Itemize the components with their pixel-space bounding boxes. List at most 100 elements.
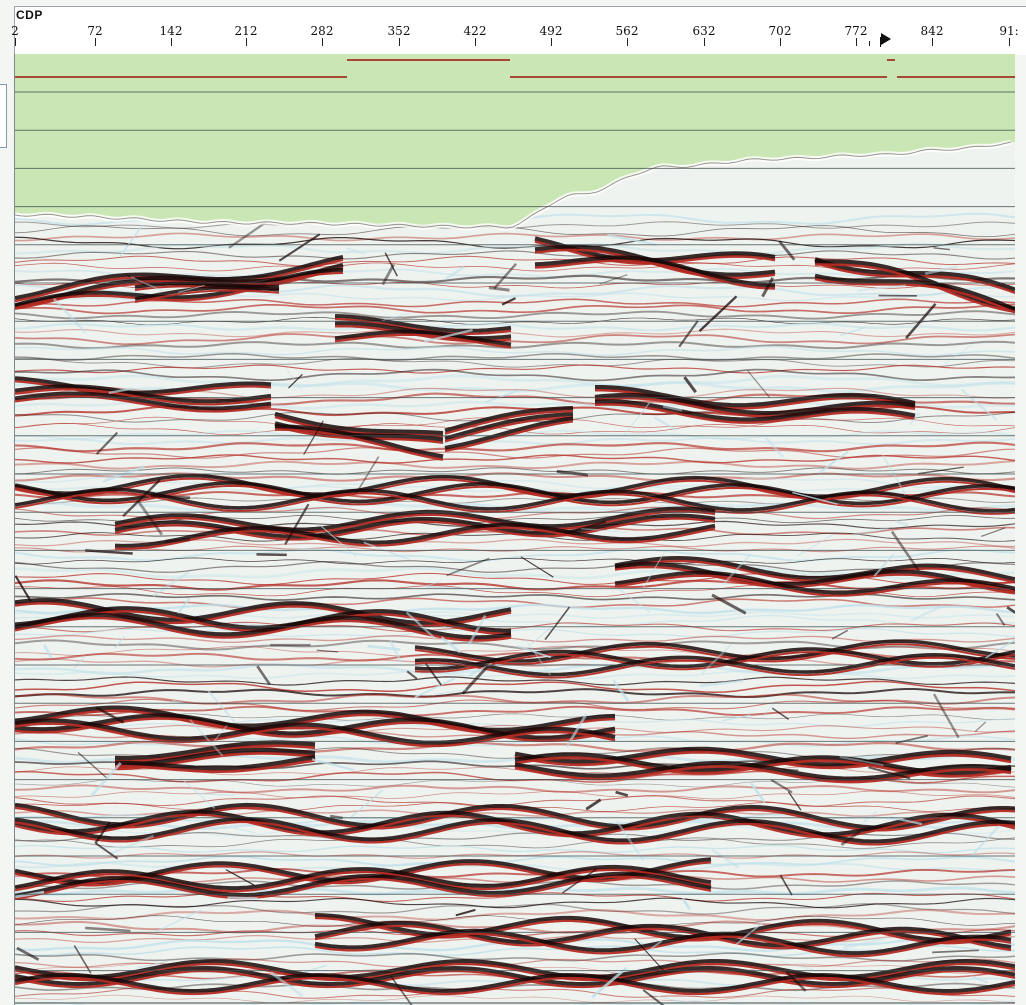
diffraction-stroke (152, 570, 190, 598)
diffraction-stroke (585, 798, 602, 811)
diffraction-stroke (908, 412, 921, 426)
strong-reflector-peak (15, 813, 1015, 839)
diffraction-stroke (119, 224, 144, 258)
strong-reflector-dark (15, 267, 344, 308)
diffraction-stroke (634, 938, 666, 973)
strong-reflector-dark (15, 487, 1015, 513)
strong-reflector-peak (114, 526, 716, 551)
diffraction-stroke (862, 810, 878, 824)
strong-reflector-dark (614, 562, 1015, 593)
diffraction-stroke (840, 830, 862, 847)
strong-reflector-dark (815, 259, 1015, 312)
diffraction-stroke (196, 792, 235, 797)
diffraction-stroke (722, 714, 751, 722)
fine-reflector (15, 790, 1015, 800)
axis-tick-mark (95, 38, 96, 46)
diffraction-stroke (524, 638, 551, 676)
fine-reflector (15, 903, 1015, 915)
diffraction-stroke (562, 868, 597, 894)
diffraction-stroke (779, 874, 793, 896)
fine-reflector (15, 303, 1015, 315)
strong-reflector-dark (15, 481, 1015, 506)
fine-reflector (15, 368, 1015, 382)
fine-reflector (15, 693, 1015, 705)
diffraction-stroke (381, 263, 395, 286)
strong-reflector-peak (594, 403, 916, 424)
diffraction-stroke (771, 707, 790, 720)
strong-reflector-dark (414, 639, 1015, 663)
strong-reflector-peak (15, 875, 712, 900)
fine-reflector (15, 250, 1015, 260)
diffraction-stroke (933, 247, 950, 251)
fine-reflector (15, 441, 1015, 453)
diffraction-stroke (284, 503, 310, 546)
diffraction-stroke (792, 491, 838, 505)
strong-reflector-dark (15, 871, 712, 898)
diffraction-stroke (678, 320, 699, 348)
fine-reflector (15, 560, 1015, 573)
side-panel-tab[interactable] (0, 84, 7, 148)
fine-reflector (15, 837, 1015, 849)
strong-reflector-dark (594, 392, 916, 416)
trace-cursor-pointer-icon[interactable] (881, 33, 891, 45)
diffraction-stroke (782, 768, 799, 772)
axis-tick-mark (246, 38, 247, 46)
diffraction-stroke (319, 524, 357, 557)
axis-tick-label: 842 (920, 24, 944, 38)
diffraction-stroke (445, 265, 465, 280)
diffraction-stroke (165, 537, 190, 544)
fine-reflector (15, 705, 1015, 717)
axis-tick-mark (171, 38, 172, 46)
diffraction-stroke (641, 549, 667, 591)
diffraction-stroke (910, 604, 944, 622)
diffraction-stroke (467, 614, 487, 646)
strong-reflector-dark (444, 406, 574, 433)
diffraction-stroke (839, 326, 866, 337)
fine-reflector (15, 724, 1015, 734)
fine-reflector (15, 310, 1015, 320)
diffraction-stroke (857, 284, 906, 292)
strong-reflector-peak (414, 651, 1015, 673)
diffraction-stroke (932, 693, 960, 739)
strong-reflector-peak (274, 428, 444, 461)
strong-reflector-dark (514, 746, 1012, 768)
diffraction-stroke (177, 597, 191, 615)
strong-reflector-peak (15, 969, 1015, 989)
diffraction-stroke (72, 655, 86, 670)
strong-reflector-peak (534, 259, 776, 290)
diffraction-stroke (94, 821, 111, 845)
fine-reflector (15, 897, 1015, 909)
diffraction-stroke (622, 402, 651, 437)
diffraction-stroke (698, 295, 738, 332)
diffraction-stroke (485, 389, 518, 403)
diffraction-stroke (842, 936, 888, 950)
fine-reflector (15, 844, 1015, 854)
seismic-section[interactable] (14, 54, 1015, 1005)
fine-reflector (15, 345, 1015, 357)
fine-reflector (15, 514, 1015, 524)
diffraction-stroke (405, 611, 437, 640)
diffraction-stroke (423, 328, 473, 343)
diffraction-stroke (382, 312, 411, 322)
fine-reflector (15, 557, 1015, 565)
strong-reflector-peak (15, 271, 344, 310)
diffraction-stroke (384, 252, 398, 277)
strong-reflector-peak (815, 263, 1015, 314)
diffraction-stroke (461, 664, 490, 695)
diffraction-stroke (839, 755, 884, 767)
strong-reflector-dark (15, 598, 512, 626)
diffraction-stroke (517, 645, 552, 659)
strong-reflector-dark (334, 329, 512, 347)
fine-reflector (15, 579, 1015, 591)
strong-reflector-peak (15, 717, 616, 743)
fine-reflector (15, 501, 1015, 513)
fine-reflector (15, 944, 1015, 957)
diffraction-stroke (52, 297, 87, 334)
seismic-canvas[interactable] (15, 54, 1015, 1005)
strong-reflector-peak (134, 289, 280, 303)
fine-reflector (15, 476, 1015, 490)
diffraction-stroke (612, 679, 630, 703)
diffraction-stroke (350, 789, 384, 818)
diffraction-stroke (818, 450, 849, 475)
